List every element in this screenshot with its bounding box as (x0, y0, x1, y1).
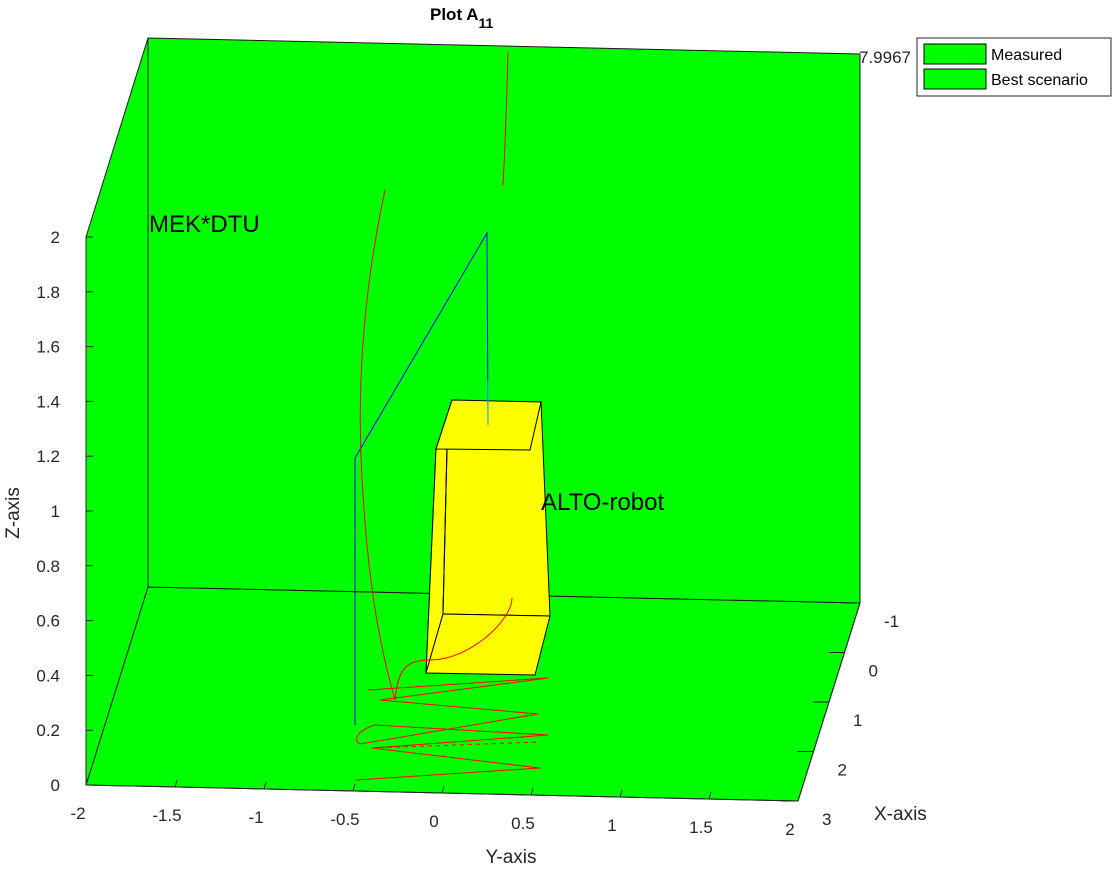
z-tick-label: 0.6 (36, 612, 60, 631)
y-tick-label: -2 (70, 804, 85, 823)
title-main: Plot A (430, 5, 478, 24)
legend-label-measured: Measured (991, 47, 1062, 64)
y-tick-label: 0.5 (511, 814, 535, 833)
x-tick-label: 2 (838, 761, 847, 780)
z-tick-label: 1.2 (36, 447, 60, 466)
y-tick-mark (174, 779, 178, 788)
z-axis-label: Z-axis (3, 487, 24, 539)
y-tick-label: -1.5 (152, 806, 181, 825)
y-tick-mark (530, 787, 534, 796)
y-tick-mark (85, 777, 89, 786)
y-tick-label: -1 (248, 808, 263, 827)
x-axis-label: X-axis (874, 804, 927, 825)
title-subscript: 11 (478, 15, 493, 31)
x-tick-label: 3 (822, 810, 831, 829)
corner-value: 7.9967 (859, 48, 911, 67)
y-tick-label: 1 (607, 816, 616, 835)
y-tick-mark (352, 783, 356, 792)
measured-path-top (502, 51, 509, 186)
y-tick-label: 0 (429, 812, 438, 831)
legend-swatch-best (923, 68, 987, 90)
y-tick-label: 2 (785, 820, 794, 839)
robot-edge (442, 448, 448, 615)
y-tick-mark (263, 781, 267, 790)
measured-path-zigzag (355, 677, 549, 781)
measured-path-loop (394, 597, 513, 701)
y-tick-mark (619, 789, 623, 798)
z-tick-label: 2 (51, 228, 60, 247)
alto-robot-box (425, 399, 551, 676)
z-tick-label: 1.6 (36, 338, 60, 357)
annotation-alto-robot: ALTO-robot (541, 489, 664, 516)
x-tick-label: 1 (853, 711, 862, 730)
y-tick-mark (797, 793, 801, 802)
x-ticks: -1 0 1 2 3 (782, 602, 899, 829)
chart-title: Plot A11 (430, 5, 493, 31)
y-tick-label: 1.5 (689, 818, 713, 837)
y-ticks: -2 -1.5 -1 -0.5 0 0.5 1 1.5 2 (70, 777, 801, 839)
measured-path (355, 51, 549, 781)
y-tick-mark (708, 791, 712, 800)
z-tick-label: 1.4 (36, 392, 60, 411)
x-tick-label: 0 (869, 662, 878, 681)
z-tick-label: 0 (51, 776, 60, 795)
z-tick-label: 0.4 (36, 666, 60, 685)
z-tick-label: 0.8 (36, 557, 60, 576)
z-ticks: 0 0.2 0.4 0.6 0.8 1 1.2 1.4 1.6 1.8 2 (36, 228, 93, 795)
z-tick-label: 1.8 (36, 283, 60, 302)
measured-path-descent (359, 189, 396, 701)
y-tick-mark (441, 785, 445, 794)
y-tick-label: -0.5 (330, 810, 359, 829)
legend-swatch-measured (923, 43, 987, 65)
z-tick-label: 1 (51, 502, 60, 521)
z-tick-label: 0.2 (36, 721, 60, 740)
legend-label-best: Best scenario (991, 72, 1088, 89)
x-tick-label: -1 (884, 612, 899, 631)
y-axis-label: Y-axis (485, 847, 536, 868)
arm-path (354, 231, 489, 725)
robot-bottom-face (425, 613, 551, 676)
legend: Measured Best scenario (916, 37, 1112, 97)
annotation-mek-dtu: MEK*DTU (149, 211, 260, 238)
